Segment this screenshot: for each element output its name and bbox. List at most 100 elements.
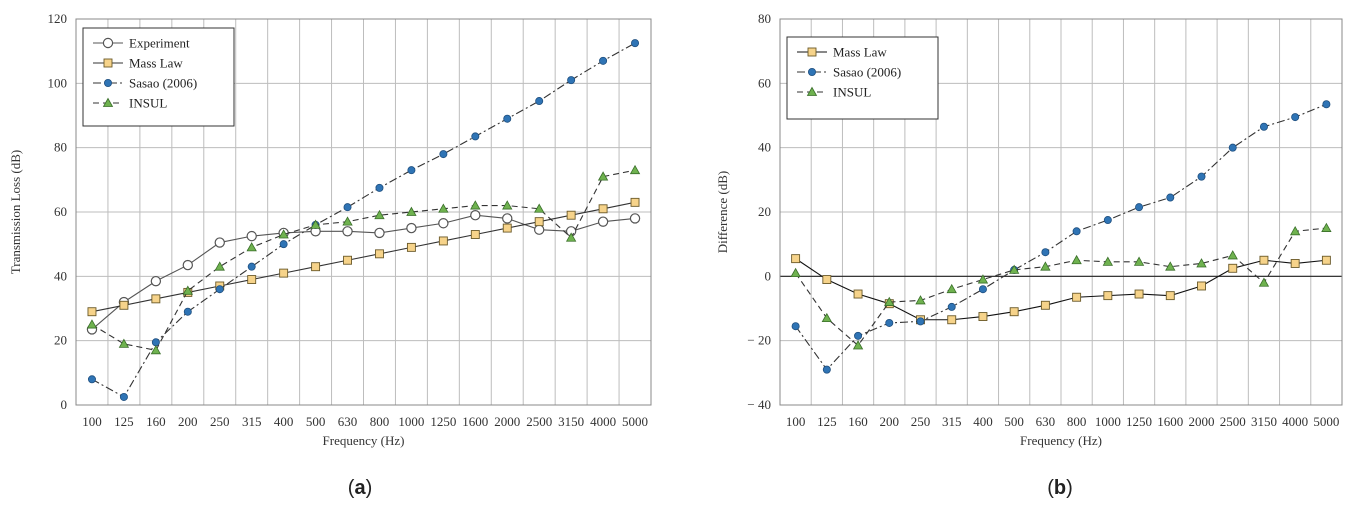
series-line [91,169,636,351]
legend-label: Experiment [129,36,190,51]
y-tick-label: − 20 [747,333,771,348]
data-point [1072,227,1081,236]
x-tick-label: 100 [786,414,806,429]
y-tick-label: 60 [54,204,67,219]
data-point [310,219,321,229]
x-tick-label: 2500 [1220,414,1246,429]
data-point [1289,225,1301,236]
x-tick-label: 1000 [1095,414,1121,429]
data-point [343,255,352,265]
y-tick-label: 40 [54,268,67,283]
x-tick-label: 125 [817,414,837,429]
data-point [1290,259,1300,268]
legend-swatch-marker [806,86,818,96]
x-tick-label: 1250 [1126,414,1152,429]
legend-label: INSUL [129,96,167,111]
x-axis-title: Frequency (Hz) [323,433,405,448]
y-tick-label: 100 [48,75,68,90]
data-point [822,365,831,374]
series-line [795,258,1327,321]
data-point [151,294,161,304]
data-point [1165,291,1175,301]
legend-label: INSUL [833,85,871,100]
data-point [567,76,576,85]
x-tick-label: 1000 [398,414,424,429]
data-point [915,295,926,305]
data-point [1071,254,1082,265]
data-point [1166,193,1175,202]
data-point [215,285,224,294]
data-point [470,210,481,221]
series-line [795,227,1327,347]
data-point [406,206,417,216]
legend-swatch-marker [102,97,114,107]
data-point [1291,113,1300,122]
x-axis-title: Frequency (Hz) [1020,433,1102,448]
series-sasao-2006- [791,100,1331,374]
series-insul [86,164,641,355]
legend-label: Sasao (2006) [833,65,901,80]
data-point [916,317,925,326]
x-tick-label: 200 [880,414,900,429]
data-point [947,315,957,325]
x-tick-label: 4000 [1282,414,1308,429]
data-point [565,232,577,242]
caption-letter: b [1054,477,1066,499]
x-tick-label: 630 [1036,414,1056,429]
data-point [470,200,481,210]
data-point [1197,172,1206,181]
data-point [374,209,385,220]
data-point [1259,255,1269,265]
legend-swatch-marker [102,37,114,49]
data-point [1228,143,1237,152]
data-point [1321,255,1331,265]
caption-letter: a [354,477,366,499]
chart-a: 0 20 40 60 80 100 120 100 125 160 200 250 315 400 500 6… [8,11,652,499]
x-tick-label: 315 [242,414,262,429]
x-tick-label: 500 [306,414,326,429]
data-point [278,229,289,239]
y-tick-label: 20 [758,204,771,219]
data-point [214,237,225,248]
data-point [566,210,576,220]
legend-swatch-marker [808,68,817,77]
data-point [1103,291,1113,301]
data-point [87,375,96,384]
x-tick-label: 800 [370,414,390,429]
data-point [1041,248,1050,257]
data-point [502,200,513,210]
x-tick-label: 5000 [1313,414,1339,429]
x-tick-label: 400 [274,414,294,429]
data-point [406,222,417,234]
legend-swatch-marker [807,47,817,57]
data-point [884,296,895,306]
x-tick-label: 160 [146,414,166,429]
data-point [182,259,194,271]
data-point [342,216,353,226]
y-axis-title: Transmission Loss (dB) [8,150,23,274]
data-point [822,275,832,284]
data-point [1040,261,1051,271]
x-tick-label: 400 [973,414,993,429]
series-insul [790,222,1332,350]
data-point [534,203,545,213]
data-point [182,285,193,295]
data-point [534,217,544,227]
data-point [853,289,863,299]
x-tick-label: 3150 [558,414,584,429]
data-point [947,302,956,311]
data-point [1040,300,1050,310]
x-tick-label: 250 [210,414,230,429]
data-point [247,275,257,284]
y-tick-label: 80 [758,11,771,26]
data-point [439,150,448,159]
data-point [1321,222,1332,232]
data-point [118,338,130,348]
data-point [119,392,128,401]
data-point [438,218,449,229]
data-point [407,166,416,175]
data-point [279,268,289,278]
y-axis-title: Difference (dB) [715,171,730,253]
legend-label: Sasao (2006) [129,76,197,91]
data-point [791,254,801,264]
